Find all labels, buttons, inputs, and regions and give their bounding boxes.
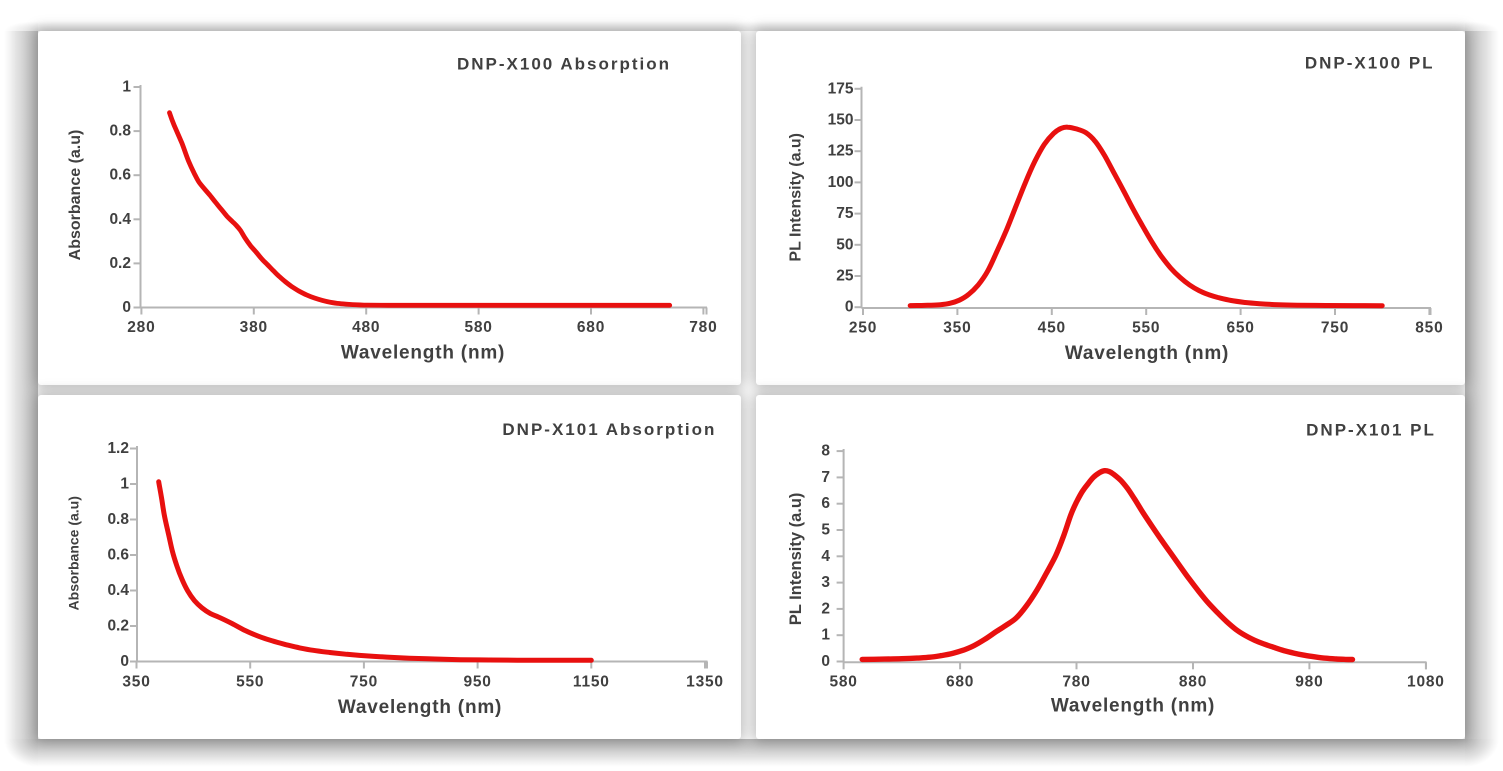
svg-text:580: 580 [464,319,492,336]
svg-text:1150: 1150 [573,674,610,691]
svg-text:0.8: 0.8 [109,123,131,140]
svg-text:DNP-X100 PL: DNP-X100 PL [1305,54,1435,73]
svg-text:6: 6 [821,495,830,512]
svg-text:0.6: 0.6 [107,547,129,564]
svg-text:Absorbance (a.u): Absorbance (a.u) [67,130,84,261]
svg-text:Wavelength (nm): Wavelength (nm) [338,697,502,718]
svg-text:1: 1 [122,79,131,96]
svg-text:280: 280 [127,319,155,336]
svg-text:150: 150 [828,112,854,129]
svg-text:880: 880 [1179,673,1207,690]
svg-text:450: 450 [1038,319,1066,336]
svg-text:7: 7 [821,469,830,486]
svg-text:480: 480 [352,319,380,336]
svg-text:0.4: 0.4 [107,582,129,599]
svg-text:4: 4 [821,548,830,565]
svg-text:50: 50 [836,236,853,253]
svg-text:1: 1 [120,476,129,493]
svg-text:680: 680 [946,673,974,690]
svg-text:0: 0 [122,299,131,316]
svg-text:350: 350 [943,319,971,336]
svg-text:PL Intensity (a.u): PL Intensity (a.u) [788,133,805,262]
svg-text:PL Intensity (a.u): PL Intensity (a.u) [787,493,805,626]
svg-text:0.8: 0.8 [107,511,129,528]
svg-text:Wavelength (nm): Wavelength (nm) [1051,696,1215,717]
svg-text:100: 100 [828,174,854,191]
svg-text:550: 550 [236,674,264,691]
svg-text:2: 2 [821,600,830,617]
svg-text:0: 0 [845,299,854,316]
svg-text:550: 550 [1132,319,1160,336]
svg-text:0.4: 0.4 [109,211,131,228]
svg-text:0.6: 0.6 [109,167,131,184]
svg-text:175: 175 [828,80,854,97]
svg-text:Wavelength (nm): Wavelength (nm) [341,343,505,364]
svg-text:580: 580 [829,673,857,690]
svg-text:Absorbance (a.u): Absorbance (a.u) [66,496,82,610]
svg-text:8: 8 [821,443,830,460]
svg-text:25: 25 [836,268,854,285]
svg-text:780: 780 [689,319,717,336]
svg-text:980: 980 [1295,673,1323,690]
svg-text:1080: 1080 [1407,673,1445,690]
svg-text:1.2: 1.2 [107,440,129,457]
svg-text:680: 680 [577,319,605,336]
svg-text:250: 250 [849,319,877,336]
svg-text:350: 350 [122,674,150,691]
svg-text:0: 0 [821,653,830,670]
svg-text:1350: 1350 [686,674,724,691]
svg-text:125: 125 [828,143,854,160]
svg-text:75: 75 [836,205,854,222]
svg-text:DNP-X101 Absorption: DNP-X101 Absorption [502,420,716,439]
svg-text:0.2: 0.2 [107,618,129,635]
svg-text:750: 750 [350,674,378,691]
svg-text:780: 780 [1062,673,1090,690]
svg-text:0: 0 [120,653,129,670]
svg-text:0.2: 0.2 [109,255,131,272]
svg-text:650: 650 [1226,319,1254,336]
svg-text:380: 380 [240,319,268,336]
svg-text:DNP-X101 PL: DNP-X101 PL [1306,421,1436,440]
svg-text:3: 3 [821,574,830,591]
svg-text:1: 1 [821,627,830,644]
svg-text:DNP-X100 Absorption: DNP-X100 Absorption [457,55,671,74]
svg-text:850: 850 [1415,319,1443,336]
svg-text:750: 750 [1321,319,1349,336]
svg-text:5: 5 [821,522,830,539]
svg-text:Wavelength (nm): Wavelength (nm) [1065,343,1229,364]
svg-text:950: 950 [463,674,491,691]
